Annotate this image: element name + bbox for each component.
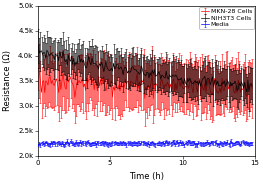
Y-axis label: Resistance (Ω): Resistance (Ω) [3, 50, 12, 111]
Legend: MKN-28 Cells, NIH3T3 Cells, Media: MKN-28 Cells, NIH3T3 Cells, Media [199, 7, 254, 29]
X-axis label: Time (h): Time (h) [129, 171, 164, 181]
